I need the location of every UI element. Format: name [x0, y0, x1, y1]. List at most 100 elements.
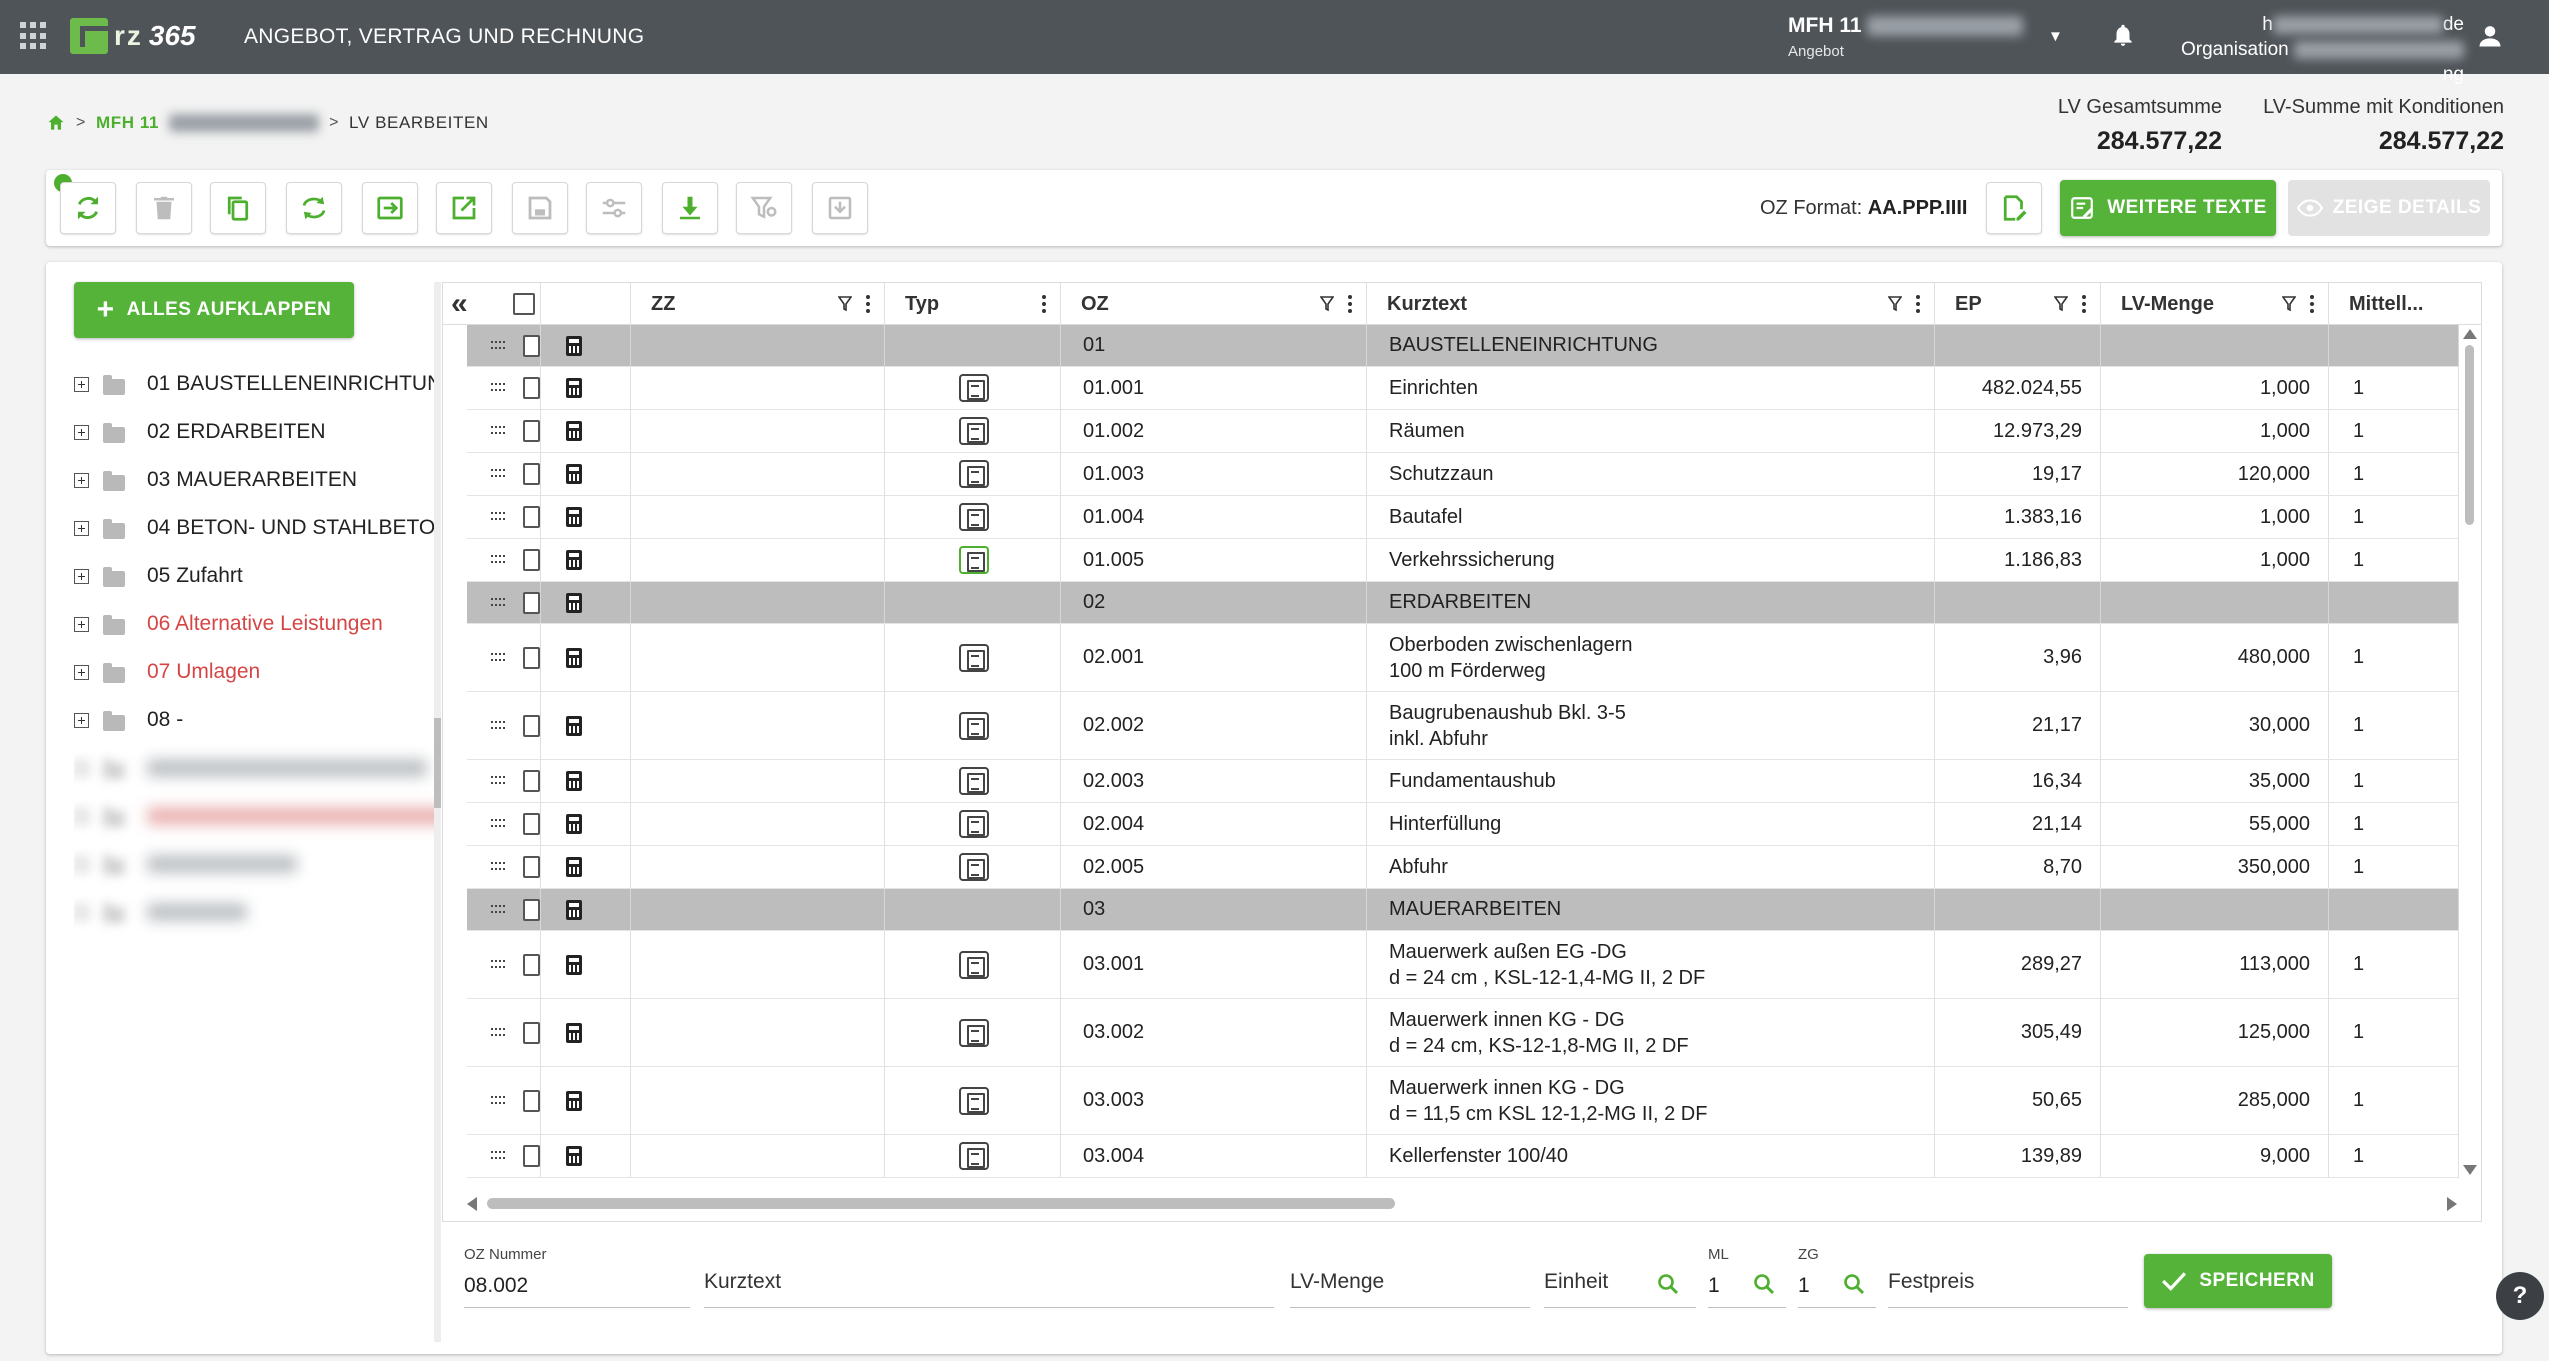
expand-all-button[interactable]: + ALLES AUFKLAPPEN: [74, 282, 354, 338]
calculator-icon[interactable]: [566, 550, 582, 570]
calculator-icon[interactable]: [566, 592, 582, 613]
breadcrumb-project-link[interactable]: MFH 11: [95, 113, 160, 132]
row-checkbox[interactable]: [523, 377, 540, 399]
document-icon[interactable]: [959, 374, 989, 402]
calculator-icon[interactable]: [566, 421, 582, 441]
document-icon[interactable]: [959, 1086, 989, 1115]
column-menu-icon[interactable]: [1348, 295, 1352, 313]
document-icon[interactable]: [959, 460, 989, 488]
drag-handle-icon[interactable]: [491, 1151, 505, 1161]
search-icon[interactable]: [1656, 1272, 1680, 1296]
table-row[interactable]: 03.004 Kellerfenster 100/40 139,89 9,000 1: [467, 1135, 2459, 1178]
table-row[interactable]: 01.004 Bautafel 1.383,16 1,000 1: [467, 496, 2459, 539]
row-checkbox[interactable]: [523, 1089, 540, 1112]
table-row[interactable]: 02.002 Baugrubenaushub Bkl. 3-5 inkl. Abfu…: [467, 692, 2459, 760]
document-icon[interactable]: [959, 1142, 989, 1170]
drag-handle-icon[interactable]: [491, 555, 505, 565]
row-checkbox[interactable]: [523, 813, 540, 835]
drag-handle-icon[interactable]: [491, 819, 505, 829]
document-icon[interactable]: [959, 546, 989, 574]
search-icon[interactable]: [1842, 1272, 1866, 1296]
document-icon[interactable]: [959, 810, 989, 838]
chevron-down-icon[interactable]: ▼: [2048, 28, 2063, 45]
header-ep[interactable]: EP: [1935, 283, 2101, 325]
tree-node[interactable]: 04 BETON- UND STAHLBETONARBEITEN: [74, 514, 440, 542]
calculator-icon[interactable]: [566, 857, 582, 877]
tree-node[interactable]: 08 -: [74, 706, 183, 734]
table-row[interactable]: 02.003 Fundamentaushub 16,34 35,000 1: [467, 760, 2459, 803]
group-row[interactable]: 02 ERDARBEITEN: [467, 582, 2459, 624]
column-menu-icon[interactable]: [2310, 295, 2314, 313]
calculator-icon[interactable]: [566, 899, 582, 920]
drag-handle-icon[interactable]: [491, 597, 505, 608]
column-menu-icon[interactable]: [866, 295, 870, 313]
oz-number-field[interactable]: OZ Nummer 08.002: [464, 1246, 690, 1308]
calculator-icon[interactable]: [566, 464, 582, 484]
table-row[interactable]: 01.005 Verkehrssicherung 1.186,83 1,000 1: [467, 539, 2459, 582]
calculator-icon[interactable]: [566, 647, 582, 668]
group-row[interactable]: 01 BAUSTELLENEINRICHTUNG: [467, 325, 2459, 367]
header-typ[interactable]: Typ: [885, 283, 1061, 325]
document-icon[interactable]: [959, 711, 989, 740]
row-checkbox[interactable]: [523, 334, 540, 357]
scroll-right-icon[interactable]: [2447, 1197, 2457, 1211]
archive-button[interactable]: [812, 182, 868, 234]
column-menu-icon[interactable]: [2082, 295, 2086, 313]
grid-vertical-scrollbar[interactable]: [2459, 325, 2479, 1185]
row-checkbox[interactable]: [523, 549, 540, 571]
zg-field[interactable]: ZG 1: [1798, 1246, 1876, 1308]
row-checkbox[interactable]: [523, 1021, 540, 1044]
calculator-icon[interactable]: [566, 1146, 582, 1166]
filter-icon[interactable]: [2054, 296, 2068, 312]
row-checkbox[interactable]: [523, 770, 540, 792]
calculator-icon[interactable]: [566, 814, 582, 834]
tree-node[interactable]: 02 ERDARBEITEN: [74, 418, 326, 446]
user-info[interactable]: h de Organisation ng: [2168, 12, 2464, 87]
tree-node[interactable]: 06 Alternative Leistungen: [74, 610, 383, 638]
document-icon[interactable]: [959, 767, 989, 795]
expand-plus-icon[interactable]: [74, 712, 89, 728]
table-row[interactable]: 01.001 Einrichten 482.024,55 1,000 1: [467, 367, 2459, 410]
document-icon[interactable]: [959, 853, 989, 881]
sync-button[interactable]: [286, 182, 342, 234]
tree-scrollbar[interactable]: [434, 282, 441, 1342]
select-all-checkbox[interactable]: [512, 293, 535, 315]
copy-button[interactable]: [210, 182, 266, 234]
row-checkbox[interactable]: [523, 953, 540, 976]
header-kurztext[interactable]: Kurztext: [1367, 283, 1935, 325]
expand-plus-icon[interactable]: [74, 376, 89, 392]
row-checkbox[interactable]: [523, 898, 540, 921]
table-row[interactable]: 02.004 Hinterfüllung 21,14 55,000 1: [467, 803, 2459, 846]
kurztext-field[interactable]: Kurztext: [704, 1246, 1274, 1308]
expand-plus-icon[interactable]: [74, 472, 89, 488]
row-checkbox[interactable]: [523, 463, 540, 485]
tree-node[interactable]: 07 Umlagen: [74, 658, 260, 686]
drag-handle-icon[interactable]: [491, 1027, 505, 1038]
table-row[interactable]: 01.002 Räumen 12.973,29 1,000 1: [467, 410, 2459, 453]
drag-handle-icon[interactable]: [491, 959, 505, 970]
apps-grid-icon[interactable]: [20, 22, 48, 50]
search-icon[interactable]: [1752, 1272, 1776, 1296]
column-menu-icon[interactable]: [1042, 295, 1046, 313]
scroll-up-icon[interactable]: [2463, 329, 2477, 339]
document-icon[interactable]: [959, 643, 989, 672]
settings-sliders-button[interactable]: [586, 182, 642, 234]
header-oz[interactable]: OZ: [1061, 283, 1367, 325]
export-document-button[interactable]: [1986, 182, 2042, 234]
table-row[interactable]: 03.002 Mauerwerk innen KG - DG d = 24 cm, …: [467, 999, 2459, 1067]
row-checkbox[interactable]: [523, 714, 540, 737]
header-zz[interactable]: ZZ: [631, 283, 885, 325]
tree-node[interactable]: 05 Zufahrt: [74, 562, 243, 590]
collapse-panel-icon[interactable]: «: [451, 287, 468, 320]
document-icon[interactable]: [959, 503, 989, 531]
calculator-icon[interactable]: [566, 1022, 582, 1043]
project-selector[interactable]: MFH 11 Angebot ▼: [1788, 14, 2063, 60]
row-checkbox[interactable]: [523, 856, 540, 878]
drag-handle-icon[interactable]: [491, 426, 505, 436]
home-icon[interactable]: [46, 113, 66, 133]
filter-icon[interactable]: [838, 296, 852, 312]
drag-handle-icon[interactable]: [491, 469, 505, 479]
drag-handle-icon[interactable]: [491, 720, 505, 731]
filter-icon[interactable]: [1888, 296, 1902, 312]
scroll-thumb[interactable]: [487, 1198, 1395, 1209]
